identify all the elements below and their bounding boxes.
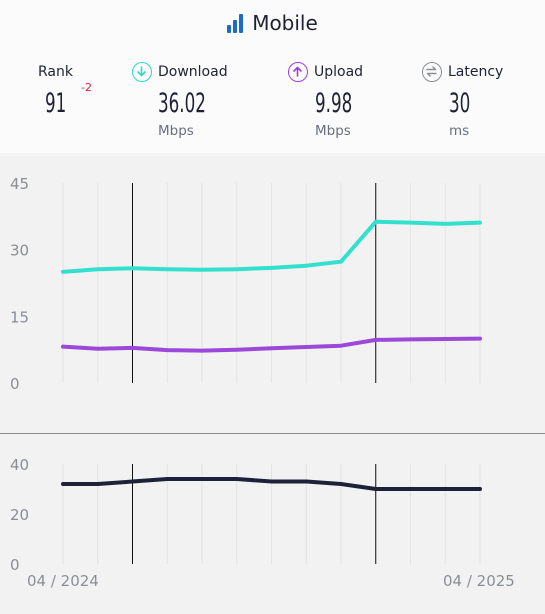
y-tick-label: 30: [10, 242, 29, 260]
upload-arrow-icon: [288, 62, 308, 82]
y-tick-label: 45: [10, 175, 29, 193]
rank-delta: -2: [81, 81, 92, 94]
latency-stat: Latency 30 ms: [422, 60, 545, 145]
download-label: Download: [158, 64, 228, 80]
upload-label: Upload: [314, 64, 364, 80]
download-value: 36.02: [158, 88, 206, 119]
rank-label: Rank: [38, 64, 73, 80]
latency-unit: ms: [449, 123, 470, 139]
series-line-1: [61, 477, 482, 491]
upload-unit: Mbps: [315, 123, 351, 139]
y-tick-label: 40: [10, 456, 29, 474]
y-tick-label: 15: [10, 308, 29, 326]
download-unit: Mbps: [158, 123, 194, 139]
latency-label: Latency: [448, 64, 504, 80]
x-axis-start-label: 04 / 2024: [27, 572, 99, 590]
latency-value: 30: [449, 88, 471, 119]
download-arrow-icon: [132, 62, 152, 82]
y-tick-label: 0: [10, 556, 20, 574]
upload-value: 9.98: [315, 88, 353, 119]
latency-ping-icon: [422, 62, 442, 82]
rank-stat: Rank 91 -2: [38, 60, 178, 145]
series-line-2: [61, 336, 482, 353]
x-axis-end-label: 04 / 2025: [443, 572, 515, 590]
title-text: Mobile: [252, 11, 318, 35]
series-line-1: [61, 219, 482, 274]
rank-value: 91: [45, 88, 67, 119]
signal-bars-icon: [227, 13, 246, 33]
y-tick-label: 0: [10, 375, 20, 393]
page-title: Mobile: [0, 8, 545, 38]
download-stat: Download 36.02 Mbps: [132, 60, 272, 145]
upload-stat: Upload 9.98 Mbps: [288, 60, 428, 145]
y-tick-label: 20: [10, 506, 29, 524]
chart-divider: [0, 433, 545, 434]
header-panel: [0, 0, 545, 153]
